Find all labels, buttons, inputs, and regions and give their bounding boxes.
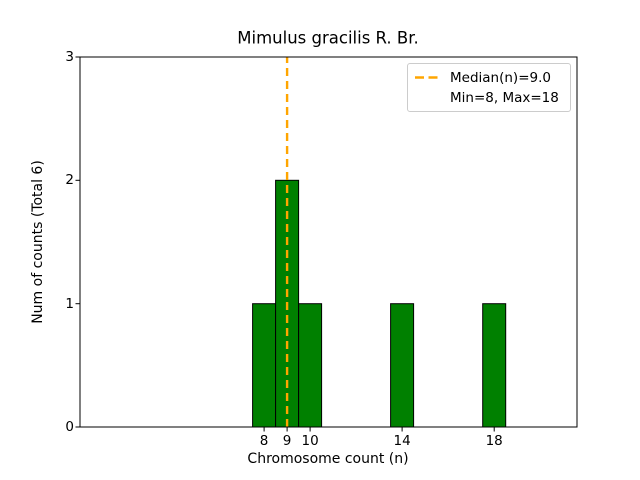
legend-dash-sample-svg	[415, 76, 442, 79]
legend-entry-median: Median(n)=9.0	[415, 69, 563, 86]
y-tick-label-1: 1	[65, 295, 74, 312]
y-tick-label-0: 0	[65, 419, 74, 435]
bar-18	[482, 303, 507, 428]
legend-dash-sample	[415, 75, 442, 80]
x-tick-label-8: 8	[259, 433, 269, 449]
x-axis-label: Chromosome count (n)	[247, 451, 409, 467]
legend-median-label: Median(n)=9.0	[450, 69, 551, 86]
legend-minmax-label: Min=8, Max=18	[450, 89, 559, 106]
y-tick-label-3: 3	[65, 49, 74, 65]
legend: Median(n)=9.0 Min=8, Max=18	[407, 63, 571, 112]
x-tick-label-9: 9	[282, 433, 292, 449]
legend-entry-minmax: Min=8, Max=18	[415, 89, 563, 106]
x-tick-label-18: 18	[485, 433, 503, 449]
bar-10	[298, 303, 323, 428]
x-tick-label-14: 14	[393, 433, 411, 449]
x-tick-label-10: 10	[301, 433, 319, 449]
axes-frame	[79, 56, 578, 428]
chart-title: Mimulus gracilis R. Br.	[237, 28, 419, 48]
y-tick-label-2: 2	[65, 172, 74, 189]
bar-8	[252, 303, 277, 428]
bar-14	[390, 303, 415, 428]
